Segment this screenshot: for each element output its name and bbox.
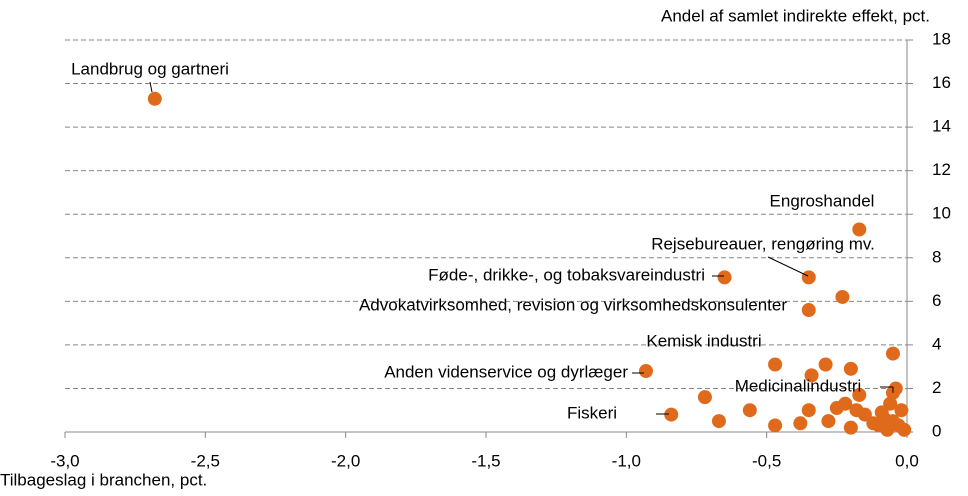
point (894, 403, 909, 418)
point (852, 387, 867, 402)
point (818, 357, 833, 372)
leader-line (149, 81, 153, 93)
point (804, 368, 819, 383)
point (885, 414, 900, 429)
point (885, 346, 900, 361)
x-axis-label: Tilbageslag i branchen, pct. (0, 470, 207, 489)
point (821, 414, 836, 429)
y-tick-label: 8 (932, 247, 941, 266)
annotation: Anden videnservice og dyrlæger (384, 362, 628, 381)
x-tick-label: -0,5 (752, 451, 781, 470)
annotation: Rejsebureauer, rengøring mv. (651, 234, 875, 253)
point (874, 405, 889, 420)
y-tick-label: 0 (932, 421, 941, 440)
point (638, 364, 653, 379)
annotation: Engroshandel (770, 191, 875, 210)
point (793, 416, 808, 431)
annotation: Advokatvirksomhed, revision og virksomhe… (359, 295, 787, 314)
leader-line (767, 256, 809, 277)
y-tick-label: 16 (932, 73, 951, 92)
y-tick-label: 4 (932, 334, 941, 353)
point (768, 418, 783, 433)
point (866, 416, 881, 431)
annotation: Fiskeri (567, 403, 617, 422)
y-tick-label: 14 (932, 117, 951, 136)
point (852, 222, 867, 237)
point (742, 403, 757, 418)
annotation: Medicinalindustri (735, 376, 862, 395)
point (147, 91, 162, 106)
point (835, 289, 850, 304)
annotation: Føde-, drikke-, og tobaksvareindustri (428, 265, 705, 284)
point (801, 403, 816, 418)
point (888, 381, 903, 396)
point (768, 357, 783, 372)
point (857, 407, 872, 422)
x-tick-label: -1,5 (471, 451, 500, 470)
y-tick-label: 6 (932, 291, 941, 310)
x-tick-label: 0,0 (895, 451, 919, 470)
y-tick-label: 12 (932, 160, 951, 179)
annotation: Landbrug og gartneri (71, 59, 229, 78)
x-tick-label: -2,0 (331, 451, 360, 470)
y-tick-label: 18 (932, 29, 951, 48)
x-tick-label: -3,0 (50, 451, 79, 470)
point (801, 270, 816, 285)
y-tick-label: 2 (932, 378, 941, 397)
point (838, 396, 853, 411)
annotation: Kemisk industri (646, 331, 761, 350)
x-tick-label: -2,5 (191, 451, 220, 470)
point (664, 407, 679, 422)
point (711, 414, 726, 429)
point (717, 270, 732, 285)
point (801, 303, 816, 318)
point (697, 390, 712, 405)
x-tick-label: -1,0 (612, 451, 641, 470)
point (883, 396, 898, 411)
point (843, 420, 858, 435)
point (843, 361, 858, 376)
y-tick-label: 10 (932, 204, 951, 223)
y-axis-label: Andel af samlet indirekte effekt, pct. (661, 6, 930, 25)
